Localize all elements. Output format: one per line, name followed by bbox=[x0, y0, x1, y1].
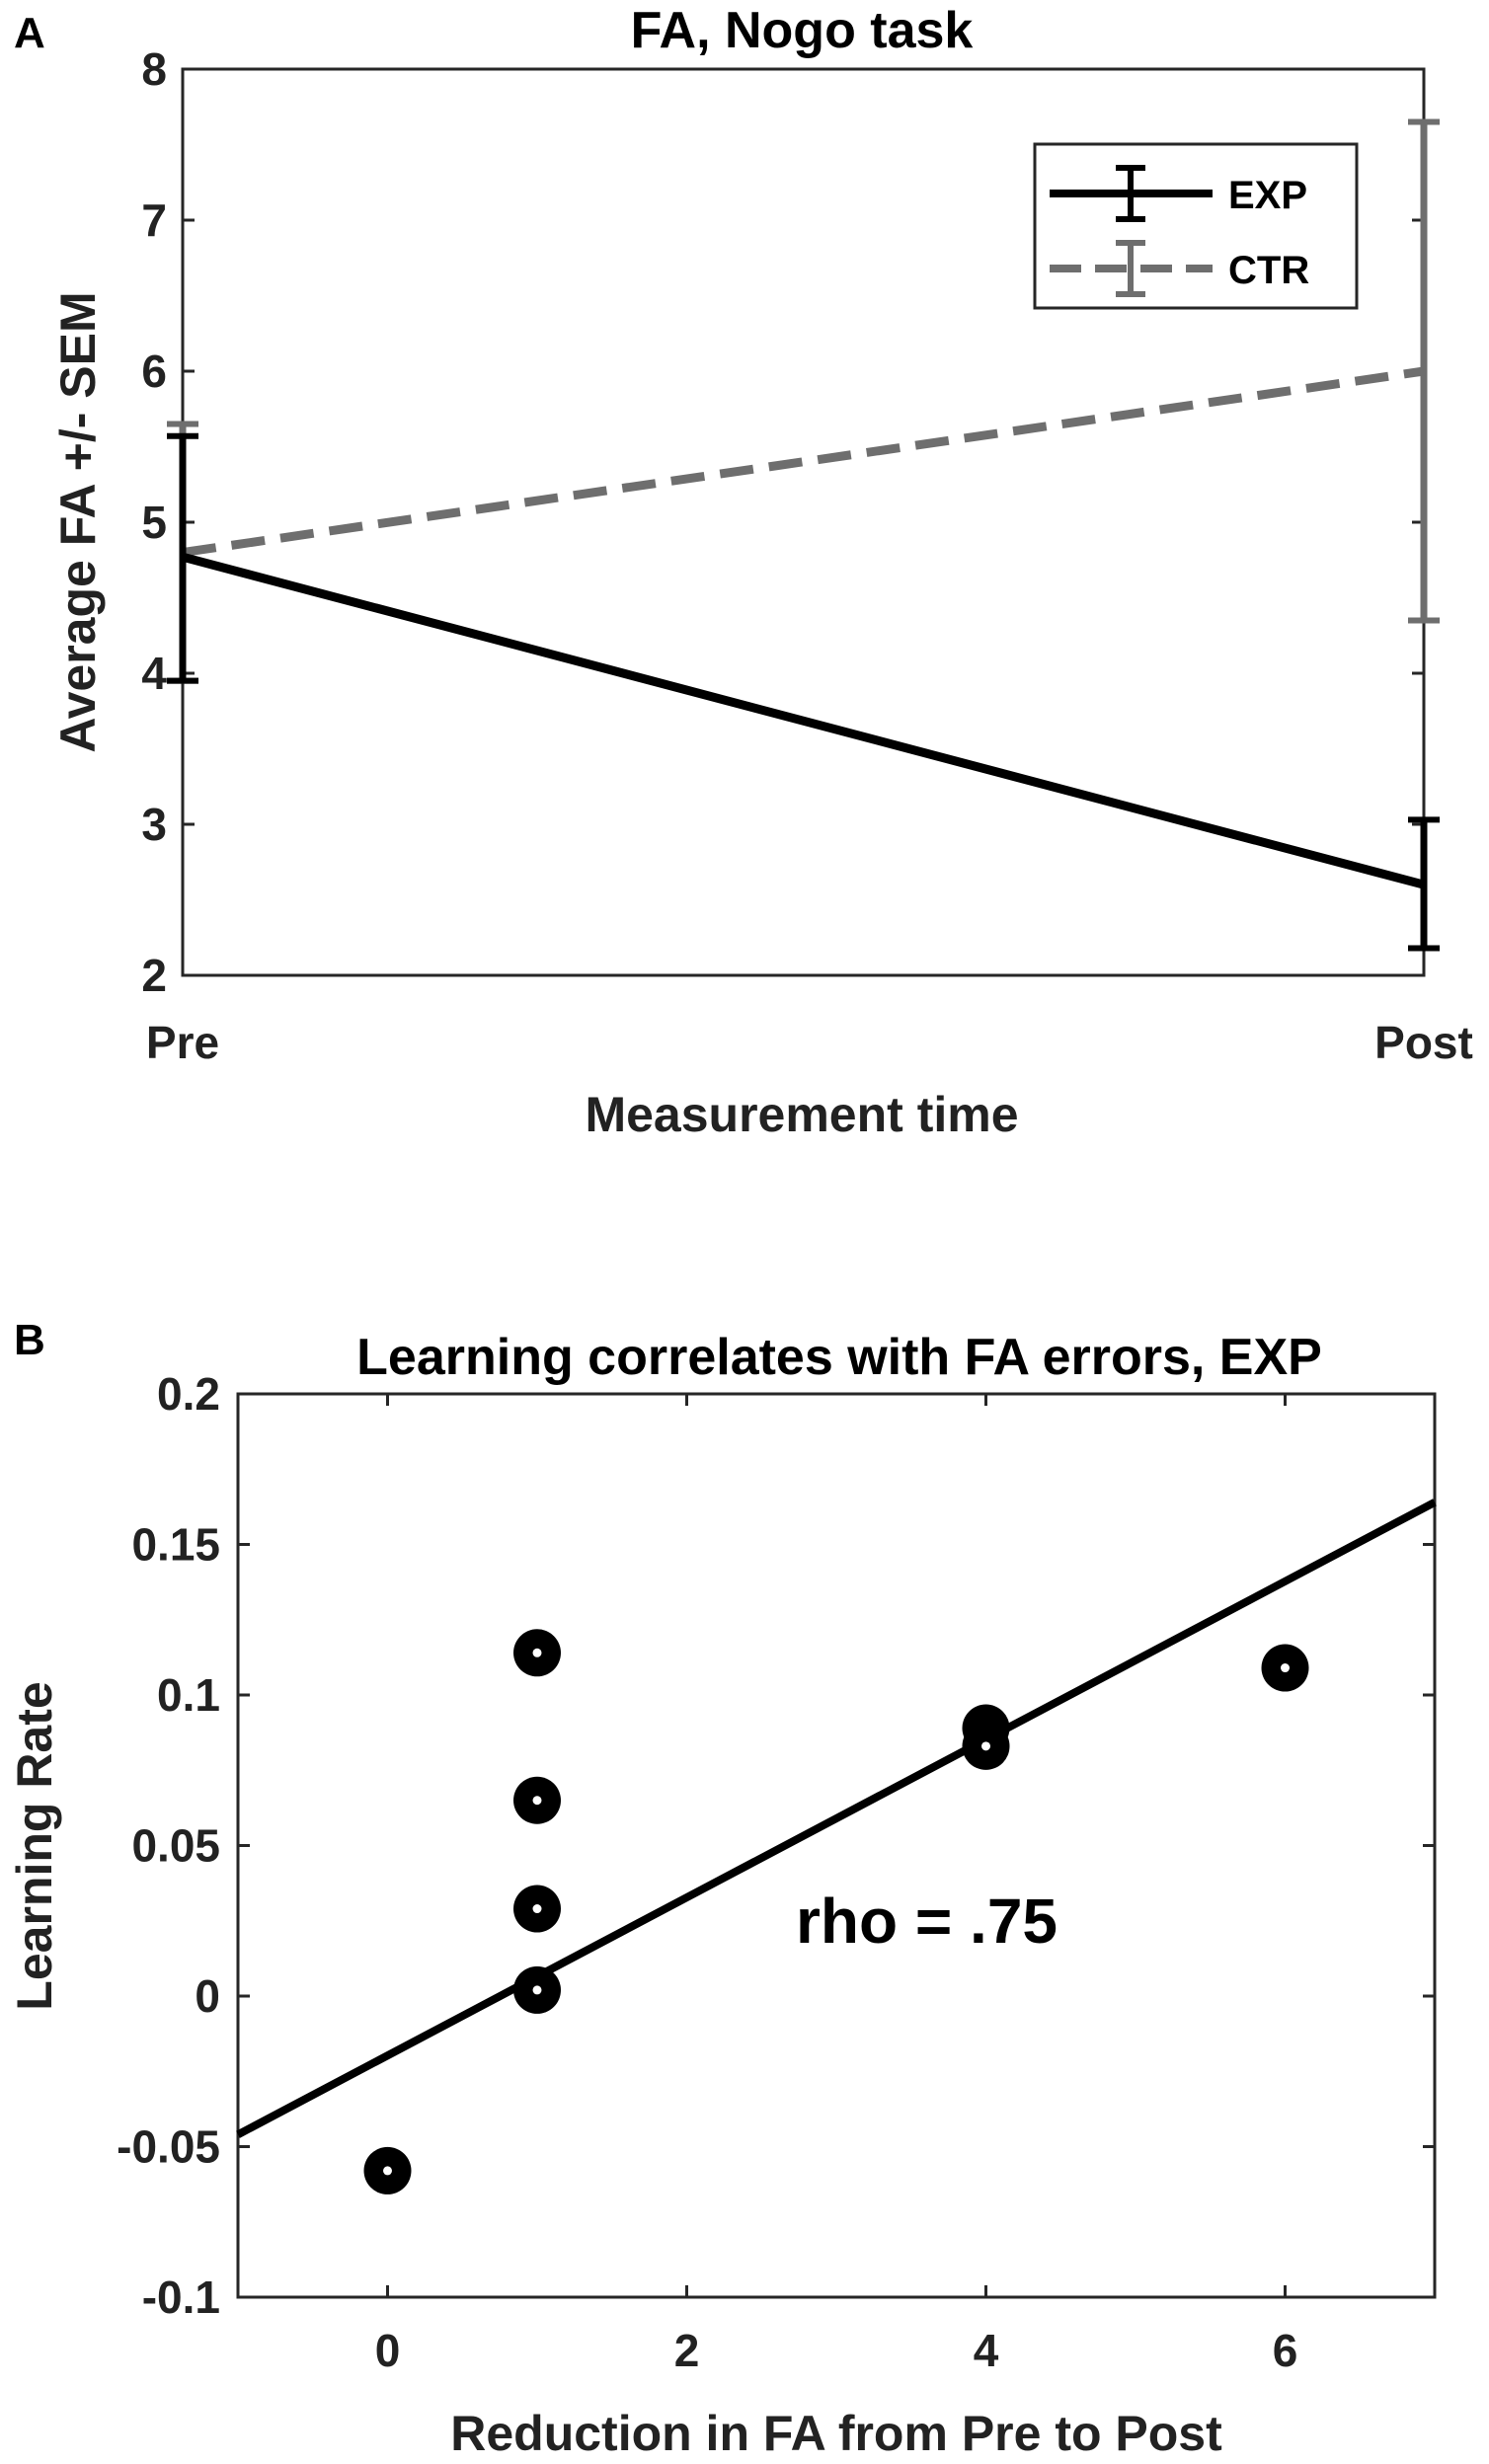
panel-b-x-axis-label: Reduction in FA from Pre to Post bbox=[450, 2406, 1222, 2461]
y-tick-label: 4 bbox=[141, 648, 167, 699]
panel-a-legend: EXP CTR bbox=[1033, 142, 1359, 310]
scatter-point-center bbox=[532, 1796, 542, 1806]
x-tick-label: 4 bbox=[974, 2325, 999, 2376]
y-tick-label: 0.15 bbox=[131, 1519, 220, 1571]
y-tick-label: 0.2 bbox=[157, 1368, 220, 1420]
y-tick-label: 0.05 bbox=[131, 1820, 220, 1872]
series-line-ctr bbox=[182, 366, 1425, 558]
scatter-point-center bbox=[532, 1904, 542, 1914]
scatter-point-center bbox=[1281, 1663, 1290, 1673]
panel-b-points bbox=[363, 1629, 1309, 2194]
panel-b-y-axis-label: Learning Rate bbox=[7, 1681, 62, 2010]
legend-ctr-label: CTR bbox=[1228, 249, 1309, 292]
y-tick-label: 2 bbox=[141, 950, 167, 1001]
panel-a-series bbox=[167, 118, 1440, 952]
scatter-point-center bbox=[383, 2166, 392, 2176]
y-tick-label: -0.05 bbox=[117, 2121, 220, 2173]
scatter-point-center bbox=[532, 1985, 542, 1995]
y-tick-label: 3 bbox=[141, 799, 167, 850]
y-tick-label: 0.1 bbox=[157, 1669, 220, 1721]
legend-box bbox=[1033, 142, 1359, 310]
panel-a-label: A bbox=[14, 9, 45, 57]
series-line-exp bbox=[181, 552, 1426, 889]
y-tick-label: 5 bbox=[141, 497, 167, 548]
panel-a-x-axis-label: Measurement time bbox=[585, 1087, 1018, 1142]
panel-a-y-axis-label: Average FA +/- SEM bbox=[50, 291, 106, 752]
x-tick-label: 0 bbox=[375, 2325, 401, 2376]
panel-a-x-tick-pre: Pre bbox=[146, 1017, 219, 1068]
x-tick-label: 2 bbox=[674, 2325, 700, 2376]
y-tick-label: 7 bbox=[141, 194, 167, 246]
panel-b: B Learning correlates with FA errors, EX… bbox=[7, 1316, 1437, 2461]
x-tick-label: 6 bbox=[1273, 2325, 1298, 2376]
y-tick-label: 6 bbox=[141, 346, 167, 397]
panel-b-label: B bbox=[14, 1316, 45, 1364]
panel-b-plot-frame bbox=[236, 1392, 1437, 2299]
panel-b-title: Learning correlates with FA errors, EXP bbox=[356, 1329, 1322, 1386]
panel-a-x-tick-post: Post bbox=[1374, 1017, 1473, 1068]
panel-a: A FA, Nogo task 2 3 4 5 6 7 8 Pre Post Measure… bbox=[14, 2, 1473, 1142]
y-tick-label: -0.1 bbox=[142, 2272, 220, 2323]
panel-b-x-ticks: 0 2 4 6 bbox=[375, 1394, 1298, 2376]
legend-exp-label: EXP bbox=[1228, 174, 1307, 217]
regression-line bbox=[236, 1499, 1437, 2138]
panel-b-y-ticks: -0.1 -0.05 0 0.05 0.1 0.15 0.2 bbox=[117, 1368, 1435, 2323]
y-tick-label: 0 bbox=[195, 1970, 220, 2022]
scatter-point-center bbox=[532, 1648, 542, 1657]
y-tick-label: 8 bbox=[141, 43, 167, 95]
scatter-point-center bbox=[981, 1741, 990, 1751]
rho-annotation: rho = .75 bbox=[796, 1886, 1058, 1957]
panel-a-title: FA, Nogo task bbox=[631, 2, 974, 59]
panel-b-fit bbox=[236, 1499, 1437, 2138]
